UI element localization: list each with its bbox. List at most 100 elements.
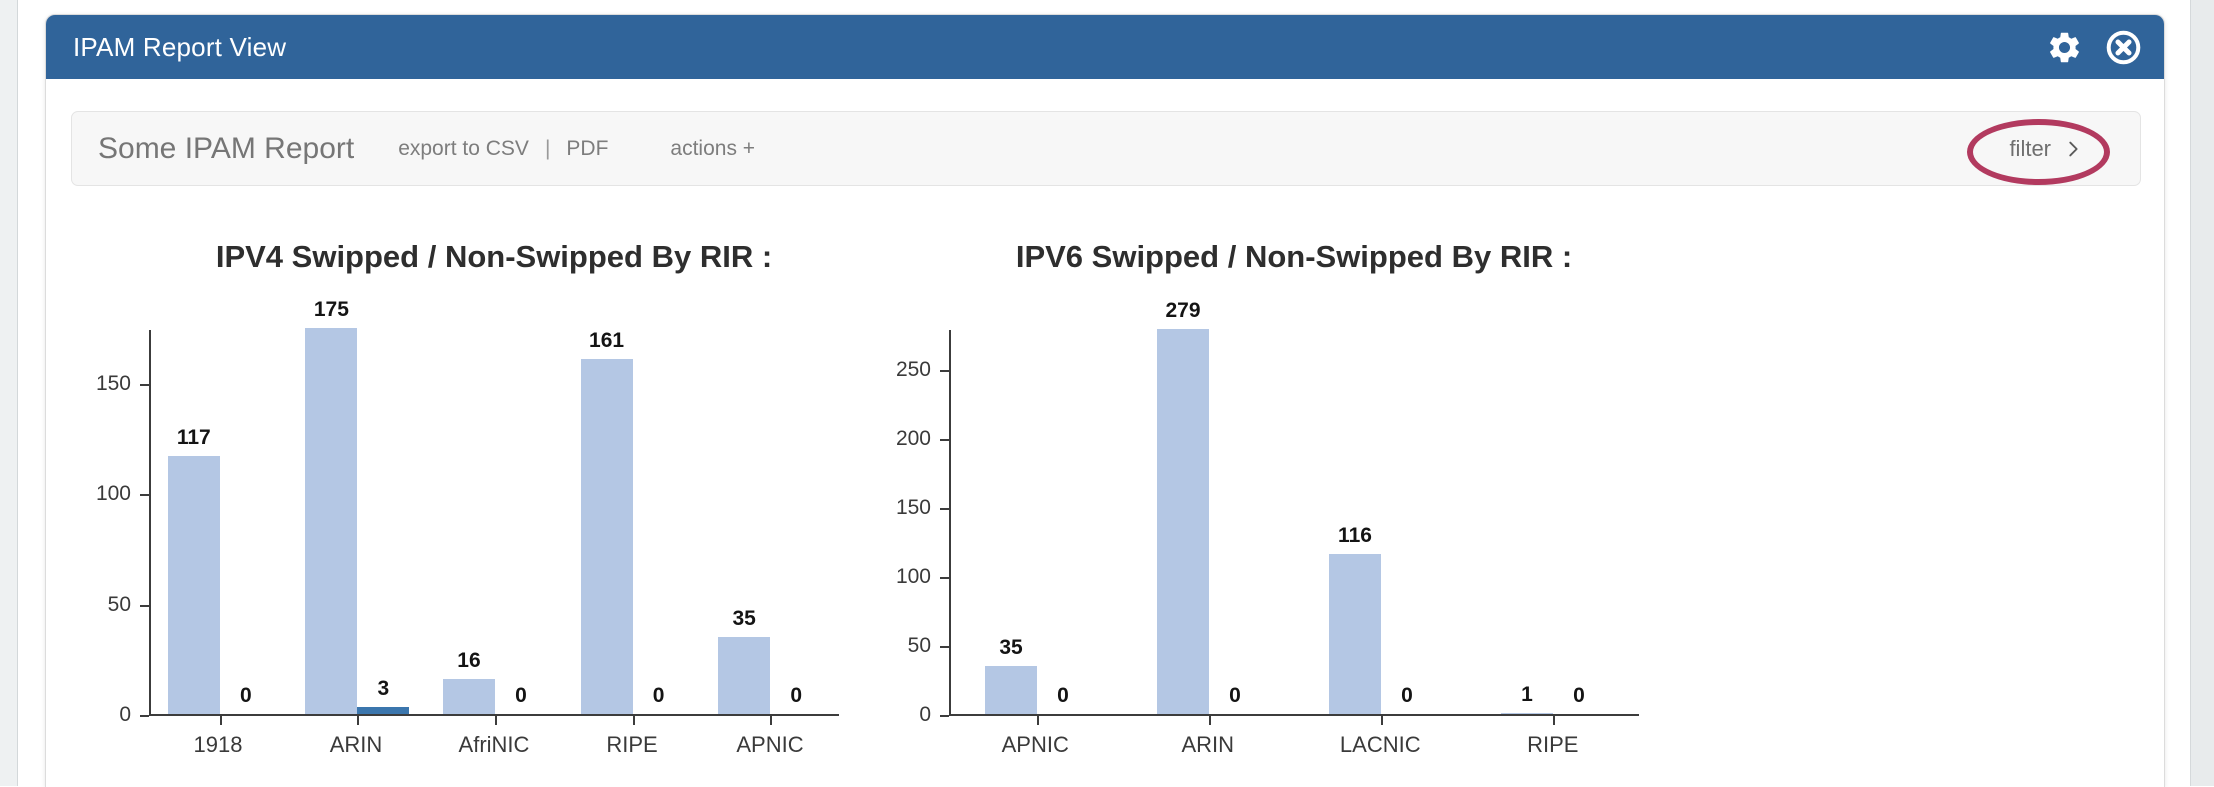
y-axis-tick <box>140 604 149 607</box>
chart-title: IPV4 Swipped / Non-Swipped By RIR : <box>215 239 773 274</box>
bar-slot: 0 <box>495 330 547 714</box>
filter-label: filter <box>2009 135 2051 161</box>
y-axis-label: 200 <box>895 427 931 451</box>
window-header-icons <box>2046 29 2142 66</box>
category-label: LACNIC <box>1339 732 1421 757</box>
value-label: 0 <box>790 684 803 707</box>
y-axis-tick <box>940 577 949 580</box>
bar-group: 161 0 <box>564 329 702 725</box>
category-label: APNIC <box>736 732 804 757</box>
x-axis-labels: APNIC ARIN LACNIC RIPE <box>949 732 1639 758</box>
bar-swipped <box>167 455 220 714</box>
y-axis-label: 50 <box>907 634 931 658</box>
bar-slot: 117 <box>167 330 220 714</box>
category-label: RIPE <box>1527 732 1579 757</box>
bar-non-swipped <box>357 707 410 714</box>
chart-ipv4-swipped-by-rir: IPV4 Swipped / Non-Swipped By RIR : 0 50 10… <box>89 239 839 758</box>
y-axis-tick <box>140 715 149 717</box>
bar-swipped <box>442 678 495 714</box>
value-label: 175 <box>313 298 349 321</box>
category-label: APNIC <box>1001 732 1069 757</box>
gear-icon[interactable] <box>2046 29 2083 66</box>
bar-swipped <box>985 665 1037 714</box>
plot: 0 50 100 150 200 250 35 0 279 0 116 0 1 0 <box>889 299 1639 726</box>
value-label: 0 <box>1229 684 1241 707</box>
bar-slot: 3 <box>357 330 410 714</box>
bar-slot: 116 <box>1329 330 1381 714</box>
bar-swipped <box>1157 329 1209 714</box>
toolbar-separator: | <box>544 136 551 160</box>
category-label: RIPE <box>606 732 658 757</box>
value-label: 0 <box>1573 684 1585 707</box>
value-label: 0 <box>239 684 252 707</box>
bar-group: 116 0 <box>1295 330 1467 725</box>
chart-title: IPV6 Swipped / Non-Swipped By RIR : <box>1015 239 1573 274</box>
y-axis-tick <box>940 370 949 373</box>
y-axis-label: 250 <box>895 358 931 382</box>
value-label: 0 <box>1057 684 1069 707</box>
chart-ipv6-swipped-by-rir: IPV6 Swipped / Non-Swipped By RIR :0 50 10… <box>889 239 1639 758</box>
filter-button[interactable]: filter <box>2009 136 2114 162</box>
x-axis-tick <box>632 716 635 725</box>
x-axis-tick <box>1381 716 1383 725</box>
export-pdf-button[interactable]: PDF <box>566 136 609 160</box>
bar-slot: 279 <box>1157 299 1209 714</box>
bar-group: 16 0 <box>426 330 564 725</box>
x-axis-tick <box>1037 716 1039 725</box>
y-axis-label: 100 <box>895 565 931 589</box>
y-axis-label: 0 <box>919 703 931 726</box>
bar-group: 35 0 <box>701 330 839 725</box>
y-axis-tick <box>940 508 949 511</box>
bar-group: 279 0 <box>1123 299 1295 725</box>
bar-swipped <box>1501 712 1553 714</box>
bar-slot: 0 <box>1209 330 1261 714</box>
value-label: 0 <box>652 684 665 707</box>
bar-swipped <box>718 636 771 714</box>
value-label: 0 <box>1401 684 1413 707</box>
x-axis-labels: 1918 ARIN AfriNIC RIPE APNIC <box>149 732 839 758</box>
bar-slot: 16 <box>442 330 495 714</box>
y-axis-tick <box>940 715 949 717</box>
y-axis-label: 0 <box>119 703 131 726</box>
y-axis-label: 150 <box>895 496 931 520</box>
bar-slot: 1 <box>1501 330 1553 714</box>
bar-slot: 0 <box>1381 330 1433 714</box>
plot-area: 35 0 279 0 116 0 1 0 <box>949 299 1639 725</box>
value-label: 35 <box>999 635 1023 659</box>
value-label: 16 <box>457 648 481 672</box>
bar-slot: 35 <box>985 330 1037 714</box>
plot: 0 50 100 150 117 0 175 3 16 0 161 0 35 0 <box>89 298 839 726</box>
bar-slot: 35 <box>718 330 771 714</box>
y-axis-tick <box>940 646 949 649</box>
ipam-report-window: IPAM Report View Some IPAM Report export… <box>45 14 2165 787</box>
export-csv-button[interactable]: export to CSV <box>398 136 529 160</box>
bar-slot: 0 <box>1553 330 1605 714</box>
value-label: 279 <box>1165 299 1201 323</box>
page-right-gutter <box>2190 0 2214 786</box>
value-label: 1 <box>1521 682 1533 706</box>
value-label: 117 <box>176 425 211 449</box>
report-title: Some IPAM Report <box>98 131 355 165</box>
bar-swipped <box>1329 554 1381 714</box>
x-axis-tick <box>219 716 222 725</box>
bar-slot: 0 <box>220 330 272 714</box>
y-axis-label: 100 <box>95 482 131 506</box>
bar-group: 35 0 <box>951 330 1123 725</box>
category-label: ARIN <box>1181 732 1235 757</box>
y-axis-label: 150 <box>95 372 131 396</box>
x-axis-tick <box>1553 716 1555 725</box>
category-label: 1918 <box>193 732 243 757</box>
value-label: 161 <box>589 328 625 352</box>
close-circle-icon[interactable] <box>2105 29 2142 66</box>
y-axis-label: 50 <box>107 592 131 616</box>
y-axis-tick <box>140 384 149 387</box>
x-axis-tick <box>357 716 360 725</box>
x-axis-tick <box>1209 716 1211 725</box>
charts-row: IPV4 Swipped / Non-Swipped By RIR :0 50 10… <box>46 239 2164 758</box>
actions-menu-button[interactable]: actions + <box>670 136 756 160</box>
plot-area: 117 0 175 3 16 0 161 0 35 0 <box>149 298 839 725</box>
y-axis-tick <box>940 439 949 442</box>
bar-slot: 0 <box>770 330 822 714</box>
chevron-right-icon <box>2062 138 2084 160</box>
